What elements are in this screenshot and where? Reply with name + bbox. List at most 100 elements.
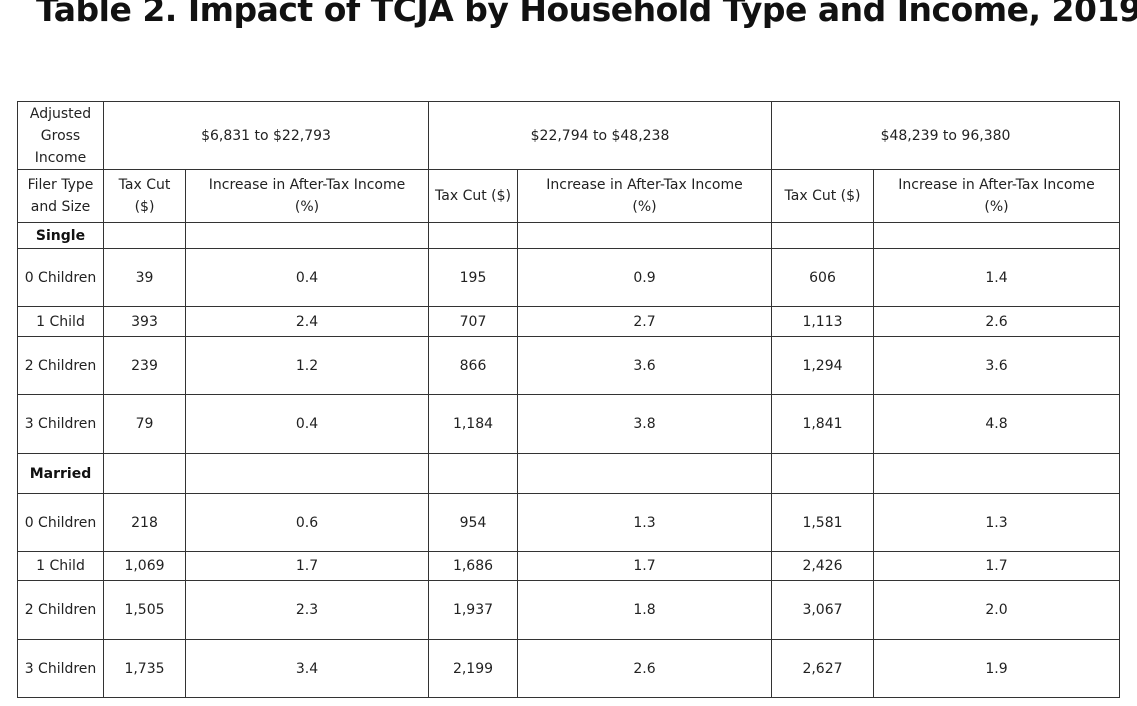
tax-cut-cell: 1,937: [428, 580, 518, 640]
increase-cell: 0.9: [517, 248, 772, 307]
tax-cut-header-line: Tax Cut ($): [435, 188, 511, 204]
increase-cell: 2.6: [873, 306, 1120, 337]
tax-cut-cell: 393: [103, 306, 186, 337]
increase-header: Increase in After-Tax Income (%): [517, 169, 772, 223]
tax-cut-cell: 1,841: [771, 394, 874, 454]
tax-cut-cell: 1,069: [103, 551, 186, 581]
increase-cell: 2.7: [517, 306, 772, 337]
tax-cut-cell: 3,067: [771, 580, 874, 640]
tax-cut-cell: 2,426: [771, 551, 874, 581]
tax-cut-cell: 866: [428, 336, 518, 395]
increase-cell: 1.7: [873, 551, 1120, 581]
group-row-married: Married: [17, 453, 1120, 494]
filer-label-line: and Size: [30, 199, 91, 215]
increase-header-line: Increase in After-Tax Income: [208, 177, 406, 193]
increase-header: Increase in After-Tax Income (%): [185, 169, 429, 223]
empty-cell: [185, 453, 429, 494]
increase-cell: 2.6: [517, 639, 772, 698]
empty-cell: [428, 222, 518, 249]
agi-label-line: Adjusted: [29, 105, 92, 122]
tax-cut-header: Tax Cut ($): [103, 169, 186, 223]
header-row-columns: Filer Type and Size Tax Cut ($) Increase…: [17, 169, 1120, 223]
increase-header-line: (%): [984, 199, 1009, 215]
increase-cell: 3.6: [517, 336, 772, 395]
empty-cell: [103, 222, 186, 249]
agi-corner-cell: Adjusted Gross Income: [17, 101, 104, 170]
increase-cell: 0.4: [185, 394, 429, 454]
tax-cut-cell: 1,686: [428, 551, 518, 581]
increase-cell: 1.9: [873, 639, 1120, 698]
filer-size-label: 1 Child: [17, 306, 104, 337]
tax-cut-cell: 1,581: [771, 493, 874, 552]
increase-cell: 1.7: [517, 551, 772, 581]
filer-size-label: 2 Children: [17, 580, 104, 640]
tax-cut-header: Tax Cut ($): [428, 169, 518, 223]
increase-cell: 1.8: [517, 580, 772, 640]
increase-cell: 3.8: [517, 394, 772, 454]
tax-cut-header-line: Tax Cut ($): [784, 188, 861, 204]
empty-cell: [873, 222, 1120, 249]
increase-cell: 1.4: [873, 248, 1120, 307]
tax-cut-cell: 239: [103, 336, 186, 395]
tax-cut-cell: 606: [771, 248, 874, 307]
tax-cut-cell: 39: [103, 248, 186, 307]
agi-label-line: Gross: [40, 127, 81, 144]
increase-cell: 3.6: [873, 336, 1120, 395]
tcja-impact-table: Adjusted Gross Income $6,831 to $22,793 …: [17, 101, 1120, 698]
income-bracket-header: $22,794 to $48,238: [428, 101, 772, 170]
table-row: 1 Child 1,069 1.7 1,686 1.7 2,426 1.7: [17, 551, 1120, 581]
tax-cut-cell: 2,627: [771, 639, 874, 698]
table-row: 3 Children 1,735 3.4 2,199 2.6 2,627 1.9: [17, 639, 1120, 698]
increase-cell: 0.6: [185, 493, 429, 552]
empty-cell: [771, 222, 874, 249]
increase-cell: 2.0: [873, 580, 1120, 640]
tax-cut-cell: 1,505: [103, 580, 186, 640]
increase-header-line: (%): [294, 199, 320, 215]
table-row: 3 Children 79 0.4 1,184 3.8 1,841 4.8: [17, 394, 1120, 454]
filer-size-label: 0 Children: [17, 493, 104, 552]
tax-cut-cell: 1,113: [771, 306, 874, 337]
increase-cell: 2.3: [185, 580, 429, 640]
increase-cell: 1.2: [185, 336, 429, 395]
increase-cell: 4.8: [873, 394, 1120, 454]
tax-cut-header-line: Tax Cut: [118, 177, 171, 193]
filer-size-label: 1 Child: [17, 551, 104, 581]
filer-type-header: Filer Type and Size: [17, 169, 104, 223]
table-row: 1 Child 393 2.4 707 2.7 1,113 2.6: [17, 306, 1120, 337]
increase-cell: 1.3: [517, 493, 772, 552]
tax-cut-header-line: ($): [134, 199, 155, 215]
increase-header-line: Increase in After-Tax Income: [546, 177, 743, 193]
header-row-income: Adjusted Gross Income $6,831 to $22,793 …: [17, 101, 1120, 170]
increase-cell: 1.3: [873, 493, 1120, 552]
filer-label-line: Filer Type: [27, 177, 94, 193]
increase-cell: 1.7: [185, 551, 429, 581]
tax-cut-cell: 1,735: [103, 639, 186, 698]
income-bracket-header: $6,831 to $22,793: [103, 101, 429, 170]
increase-cell: 3.4: [185, 639, 429, 698]
group-row-single: Single: [17, 222, 1120, 249]
tax-cut-cell: 1,294: [771, 336, 874, 395]
filer-size-label: 2 Children: [17, 336, 104, 395]
empty-cell: [103, 453, 186, 494]
tax-cut-cell: 954: [428, 493, 518, 552]
table-row: 0 Children 39 0.4 195 0.9 606 1.4: [17, 248, 1120, 307]
empty-cell: [185, 222, 429, 249]
empty-cell: [873, 453, 1120, 494]
tax-cut-cell: 195: [428, 248, 518, 307]
filer-size-label: 0 Children: [17, 248, 104, 307]
empty-cell: [517, 222, 772, 249]
empty-cell: [517, 453, 772, 494]
increase-cell: 0.4: [185, 248, 429, 307]
increase-header-line: Increase in After-Tax Income: [898, 177, 1095, 193]
group-label: Single: [17, 222, 104, 249]
tax-cut-cell: 79: [103, 394, 186, 454]
income-bracket-header: $48,239 to 96,380: [771, 101, 1120, 170]
table-row: 2 Children 1,505 2.3 1,937 1.8 3,067 2.0: [17, 580, 1120, 640]
table-row: 2 Children 239 1.2 866 3.6 1,294 3.6: [17, 336, 1120, 395]
increase-header-line: (%): [632, 199, 657, 215]
empty-cell: [428, 453, 518, 494]
increase-header: Increase in After-Tax Income (%): [873, 169, 1120, 223]
filer-size-label: 3 Children: [17, 639, 104, 698]
tax-cut-header: Tax Cut ($): [771, 169, 874, 223]
tax-cut-cell: 2,199: [428, 639, 518, 698]
